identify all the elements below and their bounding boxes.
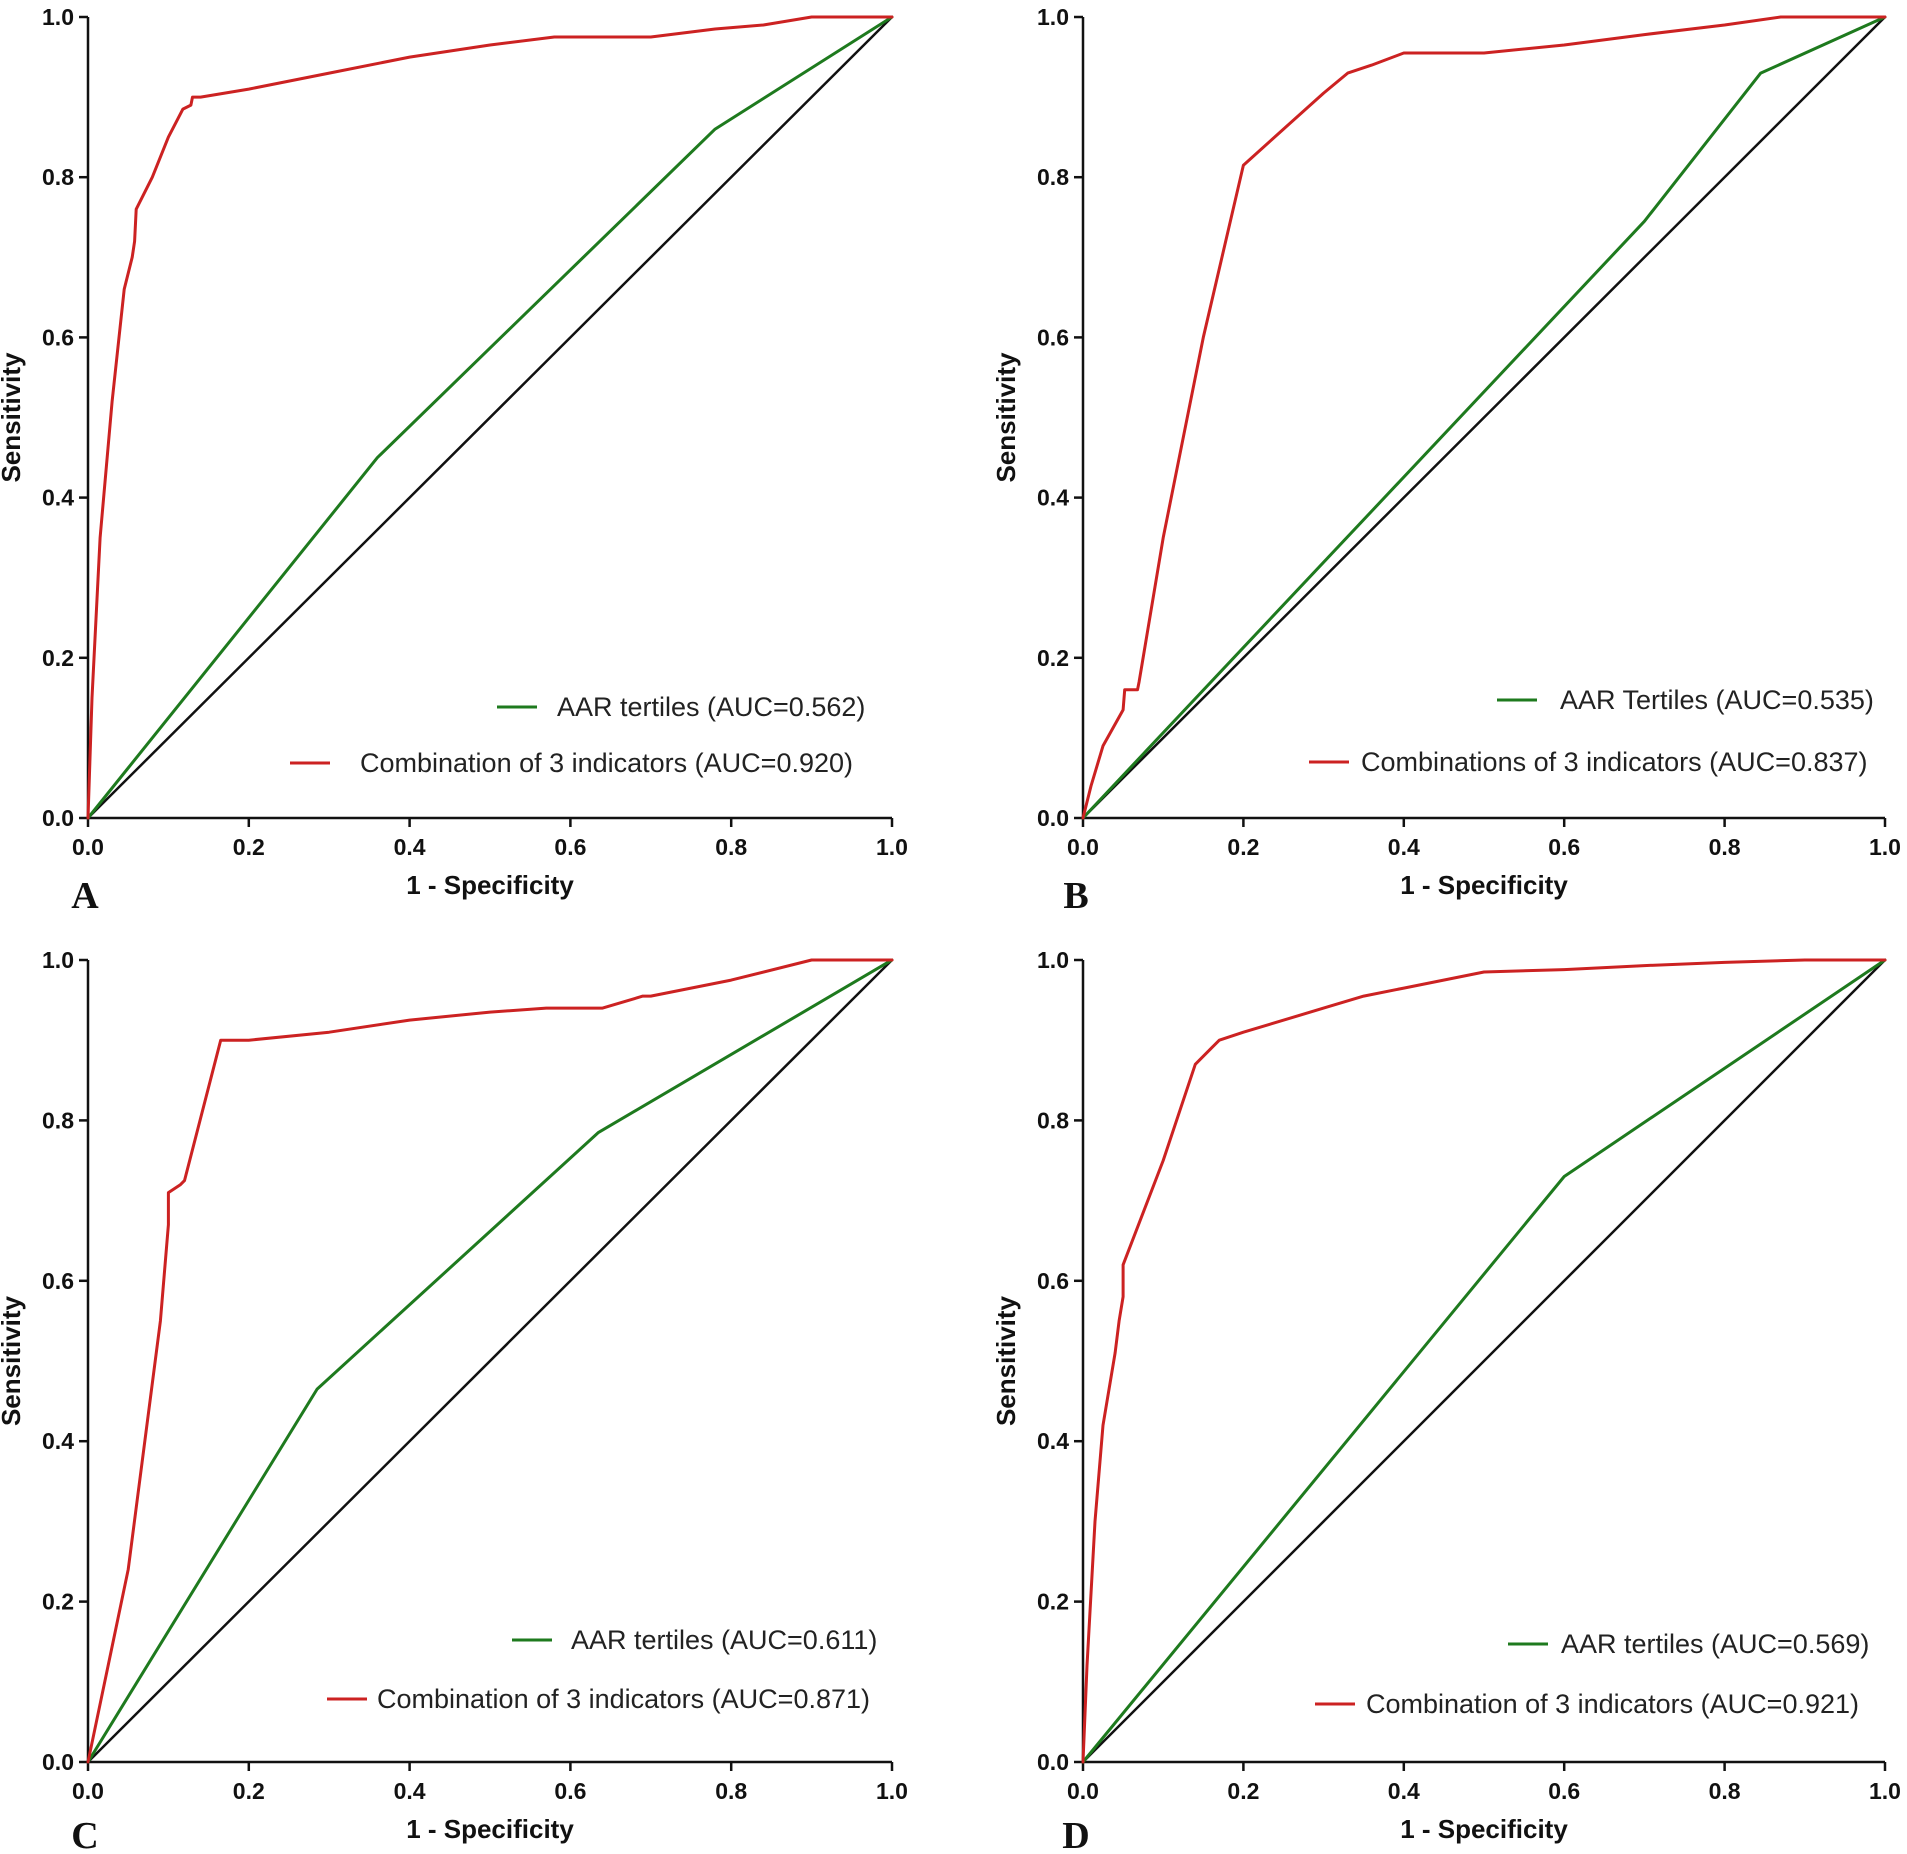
x-tick-label: 0.2 <box>233 1778 265 1804</box>
y-tick-label: 1.0 <box>42 947 74 973</box>
x-tick-label: 0.4 <box>394 834 426 860</box>
x-tick-label: 0.0 <box>1067 1778 1099 1804</box>
x-tick-label: 0.8 <box>715 834 747 860</box>
combination-curve <box>1081 958 1887 1764</box>
y-axis-title: Sensitivity <box>0 352 26 483</box>
panel-label: A <box>71 875 99 917</box>
aar-tertiles-curve <box>86 15 894 820</box>
y-tick-label: 0.2 <box>1037 1589 1069 1615</box>
x-tick-label: 0.4 <box>1388 834 1420 860</box>
legend-label: Combinations of 3 indicators (AUC=0.837) <box>1361 747 1868 777</box>
y-tick-label: 1.0 <box>42 4 74 30</box>
y-tick-label: 0.8 <box>42 164 74 190</box>
roc-panel-a: 0.0 0.2 0.4 0.6 0.8 1.0 0.0 0.2 0.4 0.6 0.8 1.0 1 - … <box>0 4 908 917</box>
legend-label: Combination of 3 indicators (AUC=0.921) <box>1366 1689 1859 1719</box>
x-tick-label: 0.4 <box>394 1778 426 1804</box>
y-tick-label: 0.0 <box>1037 805 1069 831</box>
y-tick-label: 0.8 <box>1037 1107 1069 1133</box>
y-tick-label: 0.4 <box>1037 1428 1069 1454</box>
aar-tertiles-curve <box>1081 958 1887 1764</box>
roc-panel-b: 0.0 0.2 0.4 0.6 0.8 1.0 0.0 0.2 0.4 0.6 0.8 1.0 1 - … <box>991 4 1901 917</box>
legend-label: AAR tertiles (AUC=0.611) <box>571 1625 877 1655</box>
x-tick-label: 0.2 <box>1227 1778 1259 1804</box>
x-tick-label: 0.6 <box>1548 1778 1580 1804</box>
combination-curve <box>86 15 894 820</box>
x-axis-title: 1 - Specificity <box>1400 870 1568 900</box>
x-tick-label: 1.0 <box>1869 1778 1901 1804</box>
legend-label: AAR tertiles (AUC=0.569) <box>1561 1629 1869 1659</box>
y-tick-label: 1.0 <box>1037 4 1069 30</box>
y-tick-label: 0.6 <box>42 1268 74 1294</box>
y-tick-label: 0.6 <box>1037 1268 1069 1294</box>
legend: AAR Tertiles (AUC=0.535) Combinations of … <box>1309 685 1874 777</box>
legend: AAR tertiles (AUC=0.569) Combination of 3… <box>1315 1629 1869 1719</box>
x-axis-title: 1 - Specificity <box>1400 1814 1568 1844</box>
x-tick-label: 0.6 <box>1548 834 1580 860</box>
y-tick-label: 1.0 <box>1037 947 1069 973</box>
x-tick-label: 1.0 <box>876 834 908 860</box>
x-tick-label: 0.8 <box>715 1778 747 1804</box>
y-tick-label: 0.8 <box>42 1107 74 1133</box>
x-tick-label: 0.0 <box>1067 834 1099 860</box>
aar-tertiles-curve <box>86 958 894 1764</box>
legend-label: AAR tertiles (AUC=0.562) <box>557 692 865 722</box>
y-axis-title: Sensitivity <box>991 1295 1021 1426</box>
roc-panel-d: 0.0 0.2 0.4 0.6 0.8 1.0 0.0 0.2 0.4 0.6 0.8 1.0 1 - … <box>991 947 1901 1854</box>
y-tick-label: 0.0 <box>42 1749 74 1775</box>
y-tick-label: 0.2 <box>1037 645 1069 671</box>
x-tick-label: 0.4 <box>1388 1778 1420 1804</box>
legend-label: Combination of 3 indicators (AUC=0.920) <box>360 748 853 778</box>
y-tick-label: 0.8 <box>1037 164 1069 190</box>
x-axis-title: 1 - Specificity <box>406 870 574 900</box>
x-tick-label: 0.8 <box>1709 834 1741 860</box>
y-tick-label: 0.6 <box>42 324 74 350</box>
x-axis-title: 1 - Specificity <box>406 1814 574 1844</box>
combination-curve <box>86 958 894 1764</box>
x-tick-label: 0.6 <box>554 1778 586 1804</box>
x-tick-label: 1.0 <box>876 1778 908 1804</box>
y-axis-title: Sensitivity <box>0 1295 26 1426</box>
y-tick-label: 0.0 <box>42 805 74 831</box>
legend: AAR tertiles (AUC=0.611) Combination of 3… <box>327 1625 877 1714</box>
y-tick-label: 0.6 <box>1037 324 1069 350</box>
y-tick-label: 0.2 <box>42 1589 74 1615</box>
x-tick-label: 0.2 <box>1227 834 1259 860</box>
reference-diagonal-line <box>1082 16 1886 819</box>
x-tick-label: 0.6 <box>554 834 586 860</box>
legend: AAR tertiles (AUC=0.562) Combination of 3… <box>290 692 865 778</box>
x-tick-label: 0.8 <box>1709 1778 1741 1804</box>
legend-label: Combination of 3 indicators (AUC=0.871) <box>377 1684 870 1714</box>
x-tick-label: 0.2 <box>233 834 265 860</box>
x-tick-label: 1.0 <box>1869 834 1901 860</box>
y-tick-label: 0.4 <box>42 485 74 511</box>
x-tick-label: 0.0 <box>72 1778 104 1804</box>
panel-label: B <box>1063 875 1088 917</box>
reference-diagonal-line <box>87 16 893 819</box>
panel-label: C <box>71 1815 98 1854</box>
panel-label: D <box>1062 1815 1089 1854</box>
combination-curve <box>1081 15 1887 820</box>
y-axis-title: Sensitivity <box>991 352 1021 483</box>
y-tick-label: 0.4 <box>1037 485 1069 511</box>
legend-label: AAR Tertiles (AUC=0.535) <box>1560 685 1874 715</box>
y-tick-label: 0.2 <box>42 645 74 671</box>
y-tick-label: 0.0 <box>1037 1749 1069 1775</box>
y-tick-label: 0.4 <box>42 1428 74 1454</box>
reference-diagonal-line <box>87 959 893 1763</box>
x-tick-label: 0.0 <box>72 834 104 860</box>
roc-panel-c: 0.0 0.2 0.4 0.6 0.8 1.0 0.0 0.2 0.4 0.6 0.8 1.0 1 - … <box>0 947 908 1854</box>
reference-diagonal-line <box>1082 959 1886 1763</box>
aar-tertiles-curve <box>1081 15 1887 820</box>
